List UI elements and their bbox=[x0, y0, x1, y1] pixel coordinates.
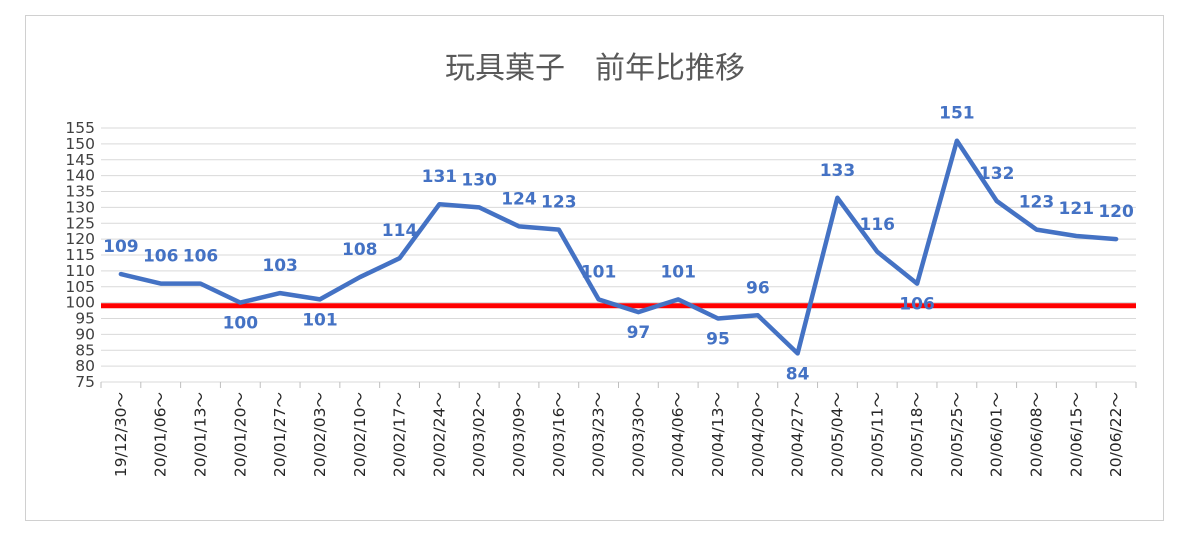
data-label: 133 bbox=[820, 161, 856, 181]
y-tick-label: 120 bbox=[65, 230, 95, 248]
y-tick-label: 75 bbox=[75, 373, 95, 391]
x-tick-label: 20/05/25～ bbox=[948, 392, 966, 477]
y-tick-label: 105 bbox=[65, 278, 95, 296]
data-label: 151 bbox=[939, 104, 975, 124]
x-tick-label: 20/01/06～ bbox=[152, 392, 170, 477]
x-tick-label: 20/05/11～ bbox=[868, 392, 886, 477]
data-label: 101 bbox=[581, 262, 617, 282]
data-label: 131 bbox=[422, 167, 458, 187]
y-tick-label: 85 bbox=[75, 341, 95, 359]
line-chart: 玩具菓子 前年比推移 75808590951001051101151201251… bbox=[65, 51, 1137, 477]
x-tick-label: 20/01/27～ bbox=[271, 392, 289, 477]
data-label: 106 bbox=[899, 295, 935, 315]
x-tick-label: 20/06/22～ bbox=[1107, 392, 1125, 477]
gridlines bbox=[101, 127, 1136, 383]
x-tick-label: 20/01/13～ bbox=[192, 392, 210, 477]
y-axis-tick-labels: 7580859095100105110115120125130135140145… bbox=[65, 119, 95, 391]
data-label: 96 bbox=[746, 278, 770, 298]
y-tick-label: 125 bbox=[65, 214, 95, 232]
data-label: 130 bbox=[461, 170, 497, 190]
data-label: 101 bbox=[660, 262, 696, 282]
x-tick-label: 20/05/04～ bbox=[828, 392, 846, 477]
x-tick-label: 20/01/20～ bbox=[231, 392, 249, 477]
x-tick-label: 20/03/30～ bbox=[629, 392, 647, 477]
x-tick-label: 20/06/08～ bbox=[1027, 392, 1045, 477]
x-tick-label: 20/02/03～ bbox=[311, 392, 329, 477]
y-tick-label: 130 bbox=[65, 198, 95, 216]
data-label: 114 bbox=[382, 221, 418, 241]
y-tick-label: 100 bbox=[65, 294, 95, 312]
x-tick-label: 20/04/13～ bbox=[709, 392, 727, 477]
y-tick-label: 155 bbox=[65, 119, 95, 137]
data-label: 101 bbox=[302, 310, 338, 330]
x-axis-tick-marks bbox=[100, 382, 1137, 388]
y-tick-label: 95 bbox=[75, 310, 95, 328]
x-tick-label: 20/03/02～ bbox=[470, 392, 488, 477]
data-label: 120 bbox=[1098, 202, 1134, 222]
x-tick-label: 20/05/18～ bbox=[908, 392, 926, 477]
data-label: 106 bbox=[143, 247, 179, 267]
data-label: 132 bbox=[979, 164, 1015, 184]
x-tick-label: 20/02/17～ bbox=[391, 392, 409, 477]
y-tick-label: 80 bbox=[75, 357, 95, 375]
y-tick-label: 145 bbox=[65, 151, 95, 169]
data-label: 100 bbox=[223, 314, 259, 334]
data-label: 108 bbox=[342, 240, 378, 260]
chart-title: 玩具菓子 前年比推移 bbox=[445, 51, 745, 86]
x-tick-label: 20/04/06～ bbox=[669, 392, 687, 477]
data-label: 103 bbox=[262, 256, 298, 276]
x-tick-label: 20/06/01～ bbox=[988, 392, 1006, 477]
x-axis-tick-labels: 19/12/30～ 20/01/06～ 20/01/13～ 20/01/20～ 20/0… bbox=[112, 392, 1125, 477]
data-label: 121 bbox=[1059, 199, 1095, 219]
x-tick-label: 20/02/24～ bbox=[430, 392, 448, 477]
y-tick-label: 115 bbox=[65, 246, 95, 264]
data-label: 123 bbox=[541, 193, 577, 213]
series-line bbox=[118, 138, 1119, 356]
y-tick-label: 135 bbox=[65, 183, 95, 201]
x-tick-label: 19/12/30～ bbox=[112, 392, 130, 477]
x-tick-label: 20/04/20～ bbox=[749, 392, 767, 477]
data-label: 123 bbox=[1019, 193, 1055, 213]
data-label: 95 bbox=[706, 330, 730, 350]
y-tick-label: 150 bbox=[65, 135, 95, 153]
x-tick-label: 20/03/23～ bbox=[590, 392, 608, 477]
data-label: 84 bbox=[786, 364, 810, 384]
x-tick-label: 20/03/16～ bbox=[550, 392, 568, 477]
data-label: 124 bbox=[501, 189, 537, 209]
y-tick-label: 90 bbox=[75, 325, 95, 343]
x-tick-label: 20/06/15～ bbox=[1067, 392, 1085, 477]
x-tick-label: 20/03/09～ bbox=[510, 392, 528, 477]
data-label: 116 bbox=[860, 215, 896, 235]
x-tick-label: 20/04/27～ bbox=[789, 392, 807, 477]
data-label: 97 bbox=[627, 323, 651, 343]
y-tick-label: 140 bbox=[65, 167, 95, 185]
data-label: 109 bbox=[103, 237, 139, 257]
chart-frame: 玩具菓子 前年比推移 75 80 85 90 95 100 105 110 115 120 125 1… bbox=[25, 15, 1164, 521]
y-tick-label: 110 bbox=[65, 262, 95, 280]
x-tick-label: 20/02/10～ bbox=[351, 392, 369, 477]
series-layer bbox=[118, 138, 1119, 356]
data-label: 106 bbox=[183, 247, 219, 267]
